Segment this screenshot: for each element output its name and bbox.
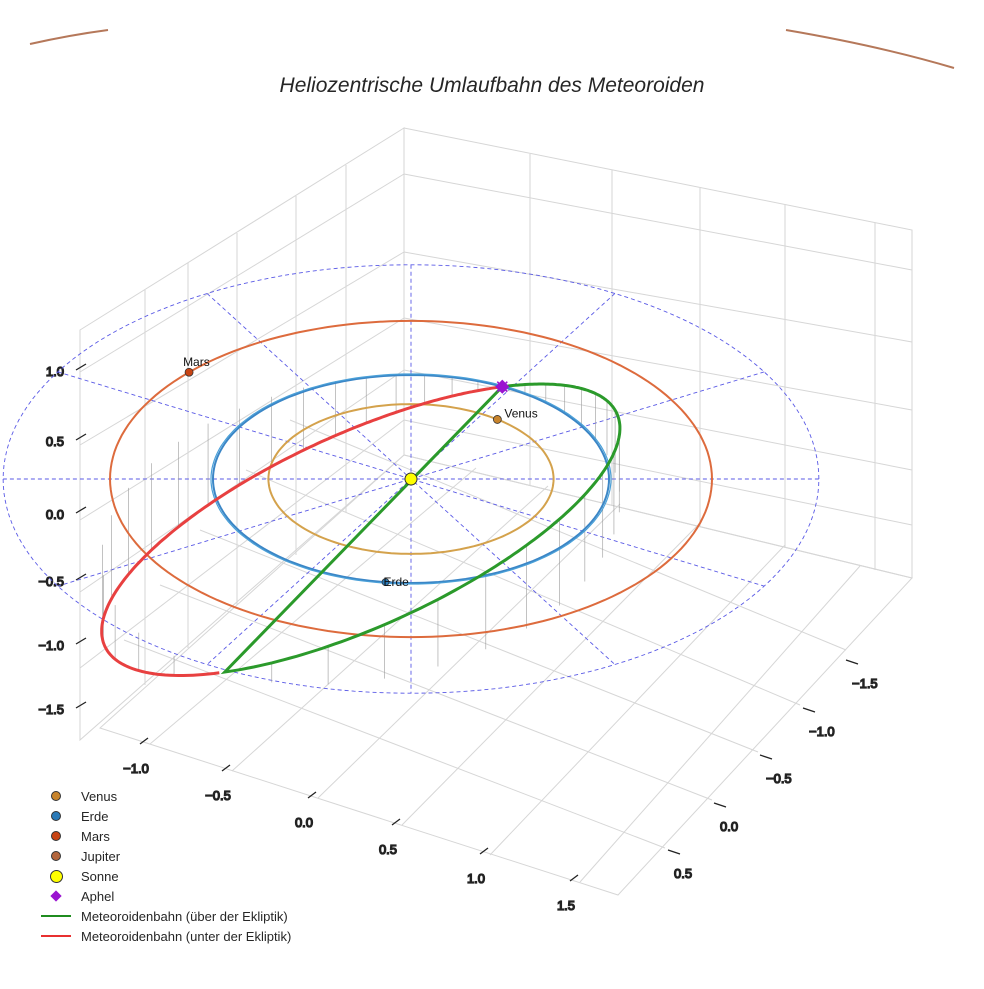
aphelion-projection xyxy=(496,381,508,393)
erde-marker xyxy=(381,578,390,587)
y-tick-label: −1.5 xyxy=(852,676,878,691)
z-tick-label: −0.5 xyxy=(38,574,64,589)
legend-marker xyxy=(51,851,61,861)
venus-marker xyxy=(492,415,502,424)
axis-box xyxy=(79,127,913,896)
legend-symbol xyxy=(40,846,72,866)
floor-pane xyxy=(99,454,913,896)
z-tick-mark xyxy=(75,637,87,645)
y-tick-mark xyxy=(845,659,859,665)
legend-item: Erde xyxy=(40,806,291,826)
ecliptic-circle xyxy=(2,264,820,694)
left-back-pane xyxy=(79,127,405,742)
meteoroid-above-ecliptic xyxy=(220,382,622,675)
legend-symbol xyxy=(40,786,72,806)
z-tick-mark xyxy=(75,433,87,441)
legend-item: Venus xyxy=(40,786,291,806)
planet-orbits xyxy=(29,29,955,639)
right-back-pane xyxy=(403,127,913,579)
orbit-venus xyxy=(267,403,555,555)
z-tick-label: 0.0 xyxy=(46,507,64,522)
mars-marker xyxy=(184,367,194,377)
z-tick-label: 0.5 xyxy=(46,434,64,449)
z-tick-label: 1.0 xyxy=(46,364,64,379)
y-tick-label: 0.5 xyxy=(674,866,692,881)
meteoroid-path xyxy=(100,382,622,677)
y-tick-mark xyxy=(759,754,773,760)
chart-title: Heliozentrische Umlaufbahn des Meteoroid… xyxy=(279,74,705,97)
z-tick-label: −1.0 xyxy=(38,638,64,653)
z-tick-mark xyxy=(75,701,87,709)
y-tick-mark xyxy=(667,849,681,855)
legend-symbol xyxy=(40,886,72,906)
drop-lines xyxy=(102,375,620,685)
legend-symbol xyxy=(40,866,72,886)
venus-label: Venus xyxy=(504,406,537,420)
orbit-jupiter xyxy=(29,29,109,45)
axis-ticks: 1.0 0.5 0.0 −0.5 −1.0 −1.5 −1.0 −0.5 0.0 0.5 1.0 1.… xyxy=(38,363,879,913)
sun-marker xyxy=(404,472,418,486)
mars-label: Mars xyxy=(183,355,210,369)
orbit-erde xyxy=(211,373,610,585)
y-tick-mark xyxy=(713,802,727,808)
meteoroid-below-ecliptic xyxy=(100,385,500,677)
legend-symbol xyxy=(40,906,72,926)
legend-label: Meteoroidenbahn (über der Ekliptik) xyxy=(81,908,288,924)
legend-item: Sonne xyxy=(40,866,291,886)
x-tick-mark xyxy=(479,847,489,855)
x-tick-mark xyxy=(569,874,579,882)
x-tick-label: 0.0 xyxy=(295,815,313,830)
legend-marker xyxy=(51,791,61,801)
legend-marker xyxy=(41,915,71,917)
orbit-erde-outline xyxy=(210,373,612,585)
z-tick-mark xyxy=(75,363,87,371)
legend-item: Meteoroidenbahn (über der Ekliptik) xyxy=(40,906,291,926)
legend-marker xyxy=(51,811,61,821)
x-tick-label: 1.5 xyxy=(557,898,575,913)
x-tick-label: 1.0 xyxy=(467,871,485,886)
z-tick-mark xyxy=(75,506,87,514)
legend-marker xyxy=(50,890,62,902)
legend-label: Erde xyxy=(81,808,109,824)
legend-marker xyxy=(49,869,63,883)
legend-item: Mars xyxy=(40,826,291,846)
x-tick-mark xyxy=(221,764,231,772)
erde-label: Erde xyxy=(383,575,409,589)
x-tick-label: −1.0 xyxy=(123,761,149,776)
legend-label: Meteoroidenbahn (unter der Ekliptik) xyxy=(81,928,292,944)
legend-item: Jupiter xyxy=(40,846,291,866)
legend-label: Venus xyxy=(81,788,118,804)
y-tick-label: −1.0 xyxy=(809,724,835,739)
z-tick-mark xyxy=(75,573,87,581)
legend: Venus Erde Mars Jupiter Sonne Aphel Meteoroide… xyxy=(40,786,291,946)
legend-marker xyxy=(51,831,61,841)
legend-symbol xyxy=(40,806,72,826)
legend-item: Aphel xyxy=(40,886,291,906)
x-tick-mark xyxy=(139,737,149,745)
z-tick-label: −1.5 xyxy=(38,702,64,717)
legend-label: Aphel xyxy=(81,888,115,904)
legend-label: Jupiter xyxy=(81,848,121,864)
y-tick-mark xyxy=(802,707,816,713)
legend-item: Meteoroidenbahn (unter der Ekliptik) xyxy=(40,926,291,946)
orbit-mars xyxy=(108,319,713,639)
x-tick-mark xyxy=(391,818,401,826)
legend-marker xyxy=(41,935,71,937)
legend-label: Sonne xyxy=(81,868,119,884)
legend-label: Mars xyxy=(81,828,110,844)
orbit-jupiter xyxy=(785,29,955,69)
x-tick-label: −0.5 xyxy=(205,788,231,803)
x-tick-mark xyxy=(307,791,317,799)
x-tick-label: 0.5 xyxy=(379,842,397,857)
legend-symbol xyxy=(40,926,72,946)
y-tick-label: −0.5 xyxy=(766,771,792,786)
markers: Venus Erde Mars xyxy=(183,355,538,589)
y-tick-label: 0.0 xyxy=(720,819,738,834)
legend-symbol xyxy=(40,826,72,846)
